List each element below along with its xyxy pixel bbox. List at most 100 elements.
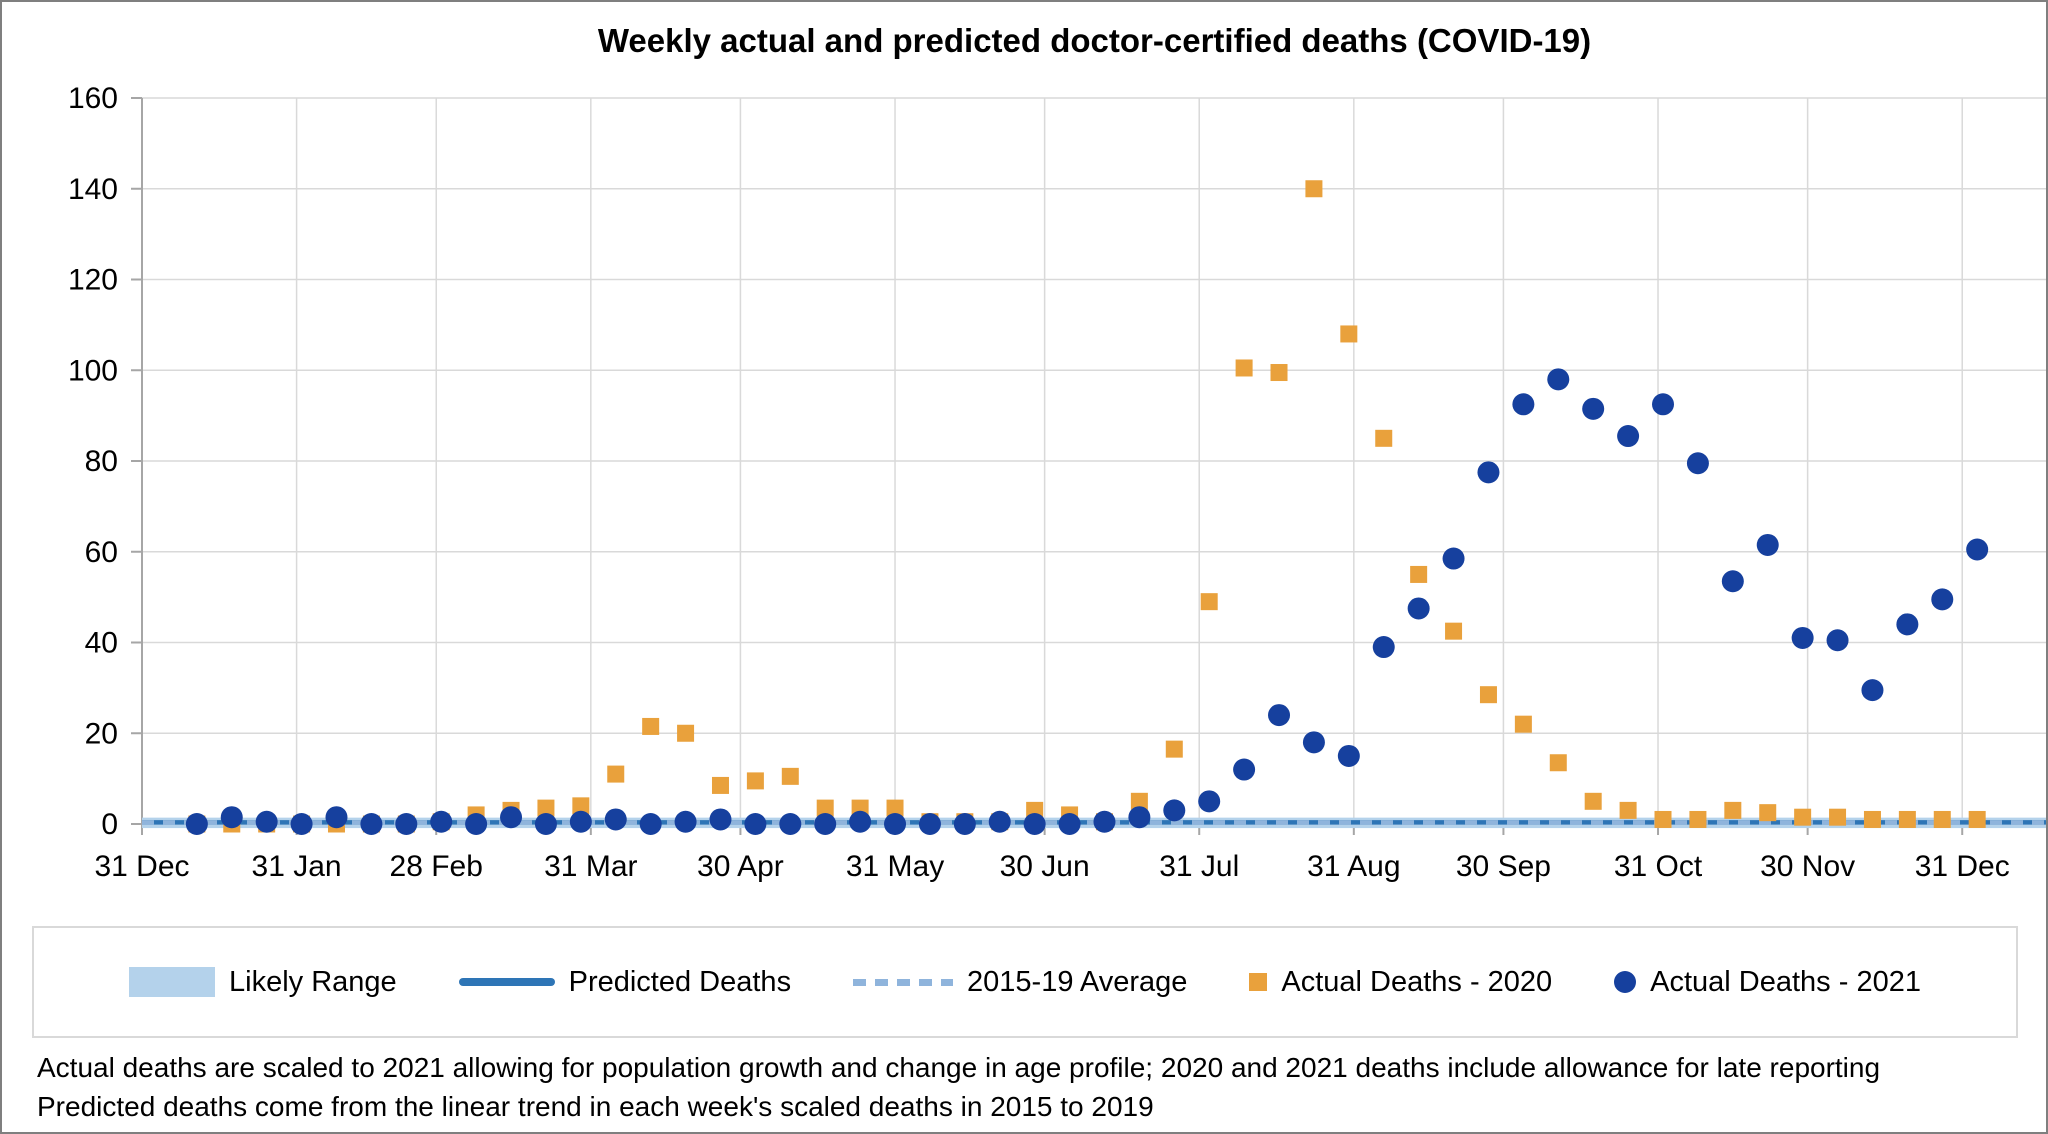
point-actual-2020 <box>677 724 695 742</box>
point-actual-2021 <box>569 810 592 833</box>
point-actual-2021 <box>884 813 907 835</box>
point-actual-2021 <box>1337 744 1360 767</box>
point-actual-2021 <box>255 810 278 833</box>
point-actual-2021 <box>1826 629 1849 652</box>
point-actual-2021 <box>1966 538 1989 561</box>
point-actual-2020 <box>1863 810 1881 828</box>
plot-svg: 0 20 40 60 80 100 120 140 160 31 Dec 31 Jan 28 Feb 3… <box>68 82 2046 883</box>
legend-item-average: 2015-19 Average <box>853 966 1187 999</box>
point-actual-2020 <box>1375 429 1393 447</box>
point-actual-2021 <box>1407 597 1430 620</box>
point-actual-2021 <box>1931 588 1954 611</box>
point-actual-2020 <box>1200 593 1218 611</box>
point-actual-2020 <box>1968 810 1986 828</box>
legend-label-actual-2020: Actual Deaths - 2020 <box>1281 965 1553 998</box>
x-tick-label: 31 Dec <box>94 850 189 883</box>
y-tick-label: 60 <box>85 536 118 569</box>
point-actual-2020 <box>816 799 834 817</box>
point-actual-2021 <box>1372 636 1395 659</box>
point-actual-2020 <box>1619 801 1637 819</box>
point-actual-2020 <box>1549 754 1567 772</box>
point-actual-2021 <box>1791 626 1814 649</box>
y-tick-label: 80 <box>85 445 118 478</box>
legend: Likely Range Predicted Deaths 2015-19 Av… <box>32 926 2018 1038</box>
point-actual-2021 <box>988 810 1011 833</box>
point-actual-2020 <box>607 765 625 783</box>
footnotes: Actual deaths are scaled to 2021 allowin… <box>37 1048 2017 1126</box>
point-actual-2021 <box>1442 547 1465 570</box>
legend-label-predicted-deaths: Predicted Deaths <box>568 965 792 998</box>
point-actual-2021 <box>1163 799 1186 822</box>
point-actual-2020 <box>1584 792 1602 810</box>
point-actual-2021 <box>220 806 243 829</box>
point-actual-2020 <box>1410 565 1428 583</box>
point-actual-2021 <box>1617 425 1640 448</box>
point-actual-2020 <box>1130 792 1148 810</box>
point-actual-2020 <box>1829 808 1847 826</box>
point-actual-2020 <box>1305 180 1323 198</box>
point-actual-2020 <box>1445 622 1463 640</box>
point-actual-2021 <box>1861 679 1884 702</box>
x-tick-label: 31 Jan <box>252 850 342 883</box>
point-actual-2020 <box>711 776 729 794</box>
legend-label-actual-2021: Actual Deaths - 2021 <box>1650 965 1921 998</box>
point-actual-2020 <box>1794 808 1812 826</box>
x-tick-label: 30 Apr <box>697 850 784 883</box>
x-tick-label: 31 Oct <box>1614 850 1703 883</box>
legend-label-likely-range: Likely Range <box>229 965 397 998</box>
y-tick-label: 20 <box>85 717 118 750</box>
point-actual-2021 <box>1302 731 1325 754</box>
point-actual-2020 <box>886 799 904 817</box>
point-actual-2020 <box>1340 325 1358 343</box>
point-actual-2021 <box>325 806 348 829</box>
point-actual-2020 <box>1514 715 1532 733</box>
point-actual-2021 <box>639 813 662 835</box>
y-tick-label: 0 <box>101 808 118 841</box>
y-tick-label: 40 <box>85 627 118 660</box>
point-actual-2021 <box>1652 393 1675 416</box>
point-actual-2020 <box>1654 810 1672 828</box>
chart-title: Weekly actual and predicted doctor-certi… <box>597 22 1592 59</box>
point-actual-2021 <box>744 813 767 835</box>
point-actual-2021 <box>465 813 488 835</box>
point-actual-2020 <box>572 797 590 815</box>
point-actual-2021 <box>1058 813 1081 835</box>
point-actual-2021 <box>709 808 732 831</box>
point-actual-2021 <box>779 813 802 835</box>
point-actual-2021 <box>1198 790 1221 813</box>
legend-item-predicted-deaths: Predicted Deaths <box>458 965 792 999</box>
point-actual-2020 <box>1479 686 1497 704</box>
footnote-line-2: Predicted deaths come from the linear tr… <box>37 1091 1154 1122</box>
point-actual-2021 <box>500 806 523 829</box>
point-actual-2021 <box>430 810 453 833</box>
x-tick-label: 31 Aug <box>1307 850 1400 883</box>
point-actual-2021 <box>395 813 418 835</box>
point-actual-2021 <box>1477 461 1500 484</box>
point-actual-2021 <box>1547 368 1570 391</box>
average-2015-19-swatch <box>853 978 954 986</box>
y-tick-label: 140 <box>68 173 118 206</box>
point-actual-2021 <box>1023 813 1046 835</box>
actual-2021-swatch <box>1614 971 1637 993</box>
likely-range-swatch <box>129 967 215 997</box>
y-tick-label: 100 <box>68 354 118 387</box>
point-actual-2020 <box>537 799 555 817</box>
predicted-deaths-swatch <box>458 978 555 986</box>
legend-item-actual-2020: Actual Deaths - 2020 <box>1249 966 1552 999</box>
point-actual-2021 <box>814 813 837 835</box>
point-actual-2021 <box>918 813 941 835</box>
point-actual-2021 <box>849 810 872 833</box>
point-actual-2020 <box>642 717 660 735</box>
x-tick-label: 31 Mar <box>544 850 637 883</box>
point-actual-2020 <box>1898 810 1916 828</box>
point-actual-2021 <box>534 813 557 835</box>
legend-item-likely-range: Likely Range <box>129 966 397 999</box>
x-tick-label: 31 May <box>846 850 944 883</box>
point-actual-2021 <box>1686 452 1709 475</box>
point-actual-2020 <box>1270 364 1288 382</box>
point-actual-2021 <box>360 813 383 835</box>
point-actual-2020 <box>781 767 799 785</box>
x-tick-label: 28 Feb <box>390 850 483 883</box>
y-tick-label: 160 <box>68 82 118 115</box>
